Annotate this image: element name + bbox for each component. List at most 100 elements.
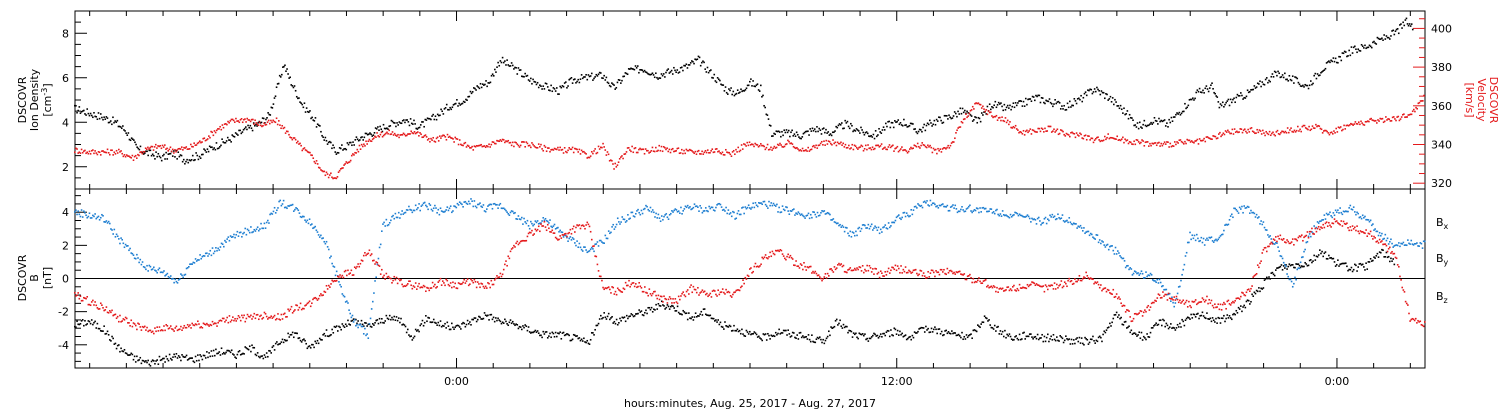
panel2-point-by bbox=[1092, 236, 1094, 239]
panel2-point-bx bbox=[671, 304, 673, 307]
panel1-point-black bbox=[530, 77, 532, 80]
panel2-point-by bbox=[930, 204, 933, 206]
panel1-point-black bbox=[1360, 43, 1363, 46]
panel2-point-bx bbox=[439, 320, 442, 322]
panel1-point-red bbox=[1268, 130, 1271, 133]
panel1-point-red bbox=[861, 145, 864, 148]
panel1-point-black bbox=[970, 115, 973, 117]
panel1-point-red bbox=[495, 142, 497, 145]
panel1-point-red bbox=[1249, 127, 1252, 130]
panel2-point-by bbox=[441, 210, 444, 213]
panel2-point-bx bbox=[888, 335, 891, 338]
panel2-point-bx bbox=[616, 323, 619, 326]
panel1-point-red bbox=[430, 137, 432, 140]
panel1-point-red bbox=[111, 149, 113, 152]
panel1-point-red bbox=[1076, 134, 1079, 136]
panel2-point-bx bbox=[242, 352, 244, 355]
panel1-point-black bbox=[800, 137, 802, 140]
panel1-point-black bbox=[661, 74, 664, 77]
panel2-point-by bbox=[1070, 223, 1073, 225]
panel1-point-black bbox=[650, 73, 653, 76]
panel2-point-by bbox=[587, 250, 590, 253]
panel2-point-by bbox=[1046, 218, 1049, 220]
panel2-point-bx bbox=[1036, 333, 1039, 336]
panel2-point-bx bbox=[620, 319, 622, 322]
panel1-point-black bbox=[609, 85, 612, 88]
panel1-point-red bbox=[923, 144, 926, 147]
panel1-point-red bbox=[1410, 113, 1413, 116]
panel2-point-by bbox=[169, 275, 172, 277]
panel1-point-red bbox=[418, 134, 420, 137]
panel1-point-black bbox=[465, 98, 467, 101]
panel1-point-red bbox=[1020, 131, 1023, 134]
panel2-point-by bbox=[414, 204, 417, 207]
panel1-point-red bbox=[1216, 137, 1219, 139]
panel2-point-bx bbox=[1052, 333, 1055, 336]
panel2-point-by bbox=[478, 203, 480, 206]
panel1-point-black bbox=[453, 103, 456, 105]
panel1-point-black bbox=[1024, 97, 1027, 100]
panel1-point-red bbox=[183, 146, 185, 149]
panel1-point-red bbox=[526, 142, 529, 145]
panel1-point-black bbox=[1083, 92, 1086, 95]
panel2-point-bx bbox=[966, 336, 969, 339]
panel2-point-bx bbox=[1298, 264, 1301, 267]
panel2-point-by bbox=[702, 210, 705, 212]
panel1-point-black bbox=[730, 87, 732, 89]
panel1-point-black bbox=[763, 104, 765, 107]
panel1-point-red bbox=[424, 134, 427, 136]
panel2-point-by bbox=[218, 249, 221, 251]
panel2-point-bx bbox=[660, 300, 663, 303]
panel1-point-red bbox=[989, 111, 992, 113]
panel1-point-red bbox=[555, 148, 558, 151]
panel2-point-by bbox=[285, 206, 287, 209]
panel2-point-bx bbox=[1311, 261, 1313, 264]
panel2-point-by bbox=[659, 220, 662, 223]
panel2-point-bx bbox=[1150, 327, 1153, 329]
panel2-point-bx bbox=[627, 317, 629, 320]
panel1-point-red bbox=[393, 132, 396, 135]
panel2-point-by bbox=[146, 264, 148, 267]
panel1-point-red bbox=[618, 157, 621, 160]
panel2-point-bx bbox=[118, 344, 120, 346]
panel1-point-black bbox=[267, 112, 269, 114]
panel1-point-black bbox=[1246, 89, 1249, 92]
panel2-point-by bbox=[742, 206, 744, 209]
panel2-point-by bbox=[1212, 241, 1215, 243]
panel2-point-bx bbox=[859, 333, 862, 335]
panel2-point-bx bbox=[145, 360, 147, 362]
panel1-point-red bbox=[1347, 124, 1350, 127]
panel2-point-by bbox=[605, 237, 608, 240]
panel1-point-black bbox=[795, 131, 798, 134]
panel1-point-red bbox=[950, 142, 953, 144]
panel2-point-by bbox=[120, 237, 122, 239]
panel2-point-bx bbox=[1141, 339, 1144, 341]
panel1-point-red bbox=[1392, 116, 1395, 118]
panel2-point-by bbox=[588, 250, 591, 252]
panel2-point-by bbox=[1013, 214, 1015, 216]
panel2-point-bx bbox=[794, 336, 796, 339]
panel1-point-black bbox=[910, 122, 913, 125]
panel1-point-red bbox=[841, 144, 843, 146]
panel1-point-red bbox=[342, 167, 344, 169]
panel1-point-red bbox=[1272, 131, 1274, 134]
panel2-point-bx bbox=[94, 320, 96, 323]
panel2-point-by bbox=[910, 209, 913, 211]
panel2-point-by bbox=[115, 233, 118, 236]
panel1-point-red bbox=[1329, 131, 1332, 134]
panel2-point-by bbox=[981, 207, 984, 209]
panel2-point-bz bbox=[103, 309, 105, 312]
panel2-point-bx bbox=[1387, 255, 1390, 258]
panel2-point-by bbox=[484, 210, 487, 213]
panel1-point-red bbox=[1388, 118, 1391, 121]
panel2-point-bx bbox=[1309, 259, 1312, 261]
panel1-point-red bbox=[557, 146, 559, 149]
panel2-point-bx bbox=[956, 334, 959, 337]
panel1-point-red bbox=[1066, 133, 1069, 136]
panel1-point-red bbox=[398, 136, 400, 139]
panel2-point-bx bbox=[260, 355, 262, 358]
panel2-point-by bbox=[289, 204, 292, 207]
panel1-point-black bbox=[1080, 94, 1082, 97]
panel2-point-by bbox=[516, 218, 519, 220]
panel2-point-bx bbox=[378, 317, 381, 320]
